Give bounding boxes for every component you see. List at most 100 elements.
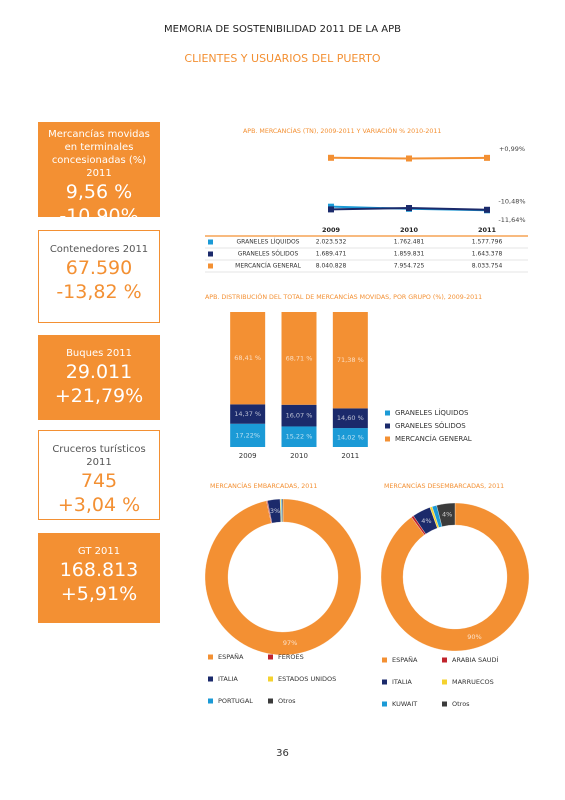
legend-label: Otros (452, 700, 470, 708)
bar-segment (281, 404, 317, 427)
legend-label: FEROES (278, 653, 304, 661)
chart-title: APB. MERCANCÍAS (TN), 2009-2011 Y VARIAC… (243, 126, 441, 135)
legend-label: GRANELES LÍQUIDOS (237, 239, 300, 246)
chart-title: MERCANCÍAS DESEMBARCADAS, 2011 (384, 481, 504, 490)
kpi-card: Mercancías movidas en terminales concesi… (38, 122, 160, 227)
legend-swatch (382, 679, 387, 685)
table-value: 2.023.532 (316, 239, 347, 246)
pie-slice (380, 502, 530, 652)
table-header: 2010 (400, 226, 419, 234)
table-value: 1.859.831 (394, 251, 425, 258)
bar-segment (281, 312, 317, 405)
point (328, 206, 334, 213)
x-tick-label: 2011 (341, 452, 359, 460)
kpi-title: Contenedores 2011 (49, 244, 149, 255)
legend-swatch (385, 423, 390, 429)
legend-label: ESTADOS UNIDOS (278, 675, 336, 683)
kpi-value: 67.590 (65, 257, 133, 279)
legend-label: PORTUGAL (218, 697, 253, 705)
legend-label: Otros (278, 697, 296, 705)
legend-label: GRANELES SÓLIDOS (238, 251, 299, 258)
table-value: 8.033.754 (472, 263, 503, 270)
legend-swatch (268, 698, 273, 704)
table-header: 2011 (478, 226, 497, 234)
legend-swatch (442, 679, 447, 685)
bar-segment (230, 423, 266, 447)
legend-swatch (208, 239, 213, 245)
kpi-change: +5,91% (60, 583, 138, 605)
legend-swatch (208, 676, 213, 682)
legend-swatch (208, 251, 213, 257)
kpi-value: 168.813 (59, 559, 139, 581)
kpi-value: 9,56 % (65, 181, 133, 203)
table-value: 1.762.481 (394, 239, 425, 246)
point (406, 205, 412, 212)
legend-swatch (382, 701, 387, 707)
bar-segment (332, 312, 368, 409)
legend-label: MERCANCÍA GENERAL (235, 263, 301, 270)
kpi-card: Contenedores 2011 67.590 -13,82 % (38, 230, 160, 323)
pie-slice (281, 498, 284, 523)
value-label: 3% (270, 507, 280, 515)
pie-slice (204, 498, 362, 656)
value-label: 14,60 % (337, 414, 364, 422)
value-label: 4% (421, 517, 431, 525)
point (484, 154, 490, 161)
point (406, 155, 412, 162)
value-label: 4% (442, 510, 452, 518)
legend-swatch (208, 654, 213, 660)
kpi-title: Buques 2011 (66, 348, 132, 359)
value-label: 68,41 % (234, 354, 261, 362)
legend-label: KUWAIT (392, 700, 417, 708)
value-label: 97% (283, 639, 297, 647)
chart-title: MERCANCÍAS EMBARCADAS, 2011 (210, 481, 317, 490)
legend-swatch (268, 654, 273, 660)
table-value: 8.040.828 (316, 263, 347, 270)
page-title: MEMORIA DE SOSTENIBILIDAD 2011 DE LA APB (164, 24, 401, 35)
legend-label: ESPAÑA (392, 655, 418, 664)
bar-segment (281, 426, 317, 447)
kpi-change: -13,82 % (56, 281, 142, 303)
bar-segment (230, 312, 266, 405)
value-label: 90% (467, 633, 481, 641)
legend-swatch (442, 701, 447, 707)
legend-label: ESPAÑA (218, 652, 244, 661)
kpi-title: GT 2011 (77, 546, 121, 557)
value-label: 17,22% (235, 431, 260, 439)
kpi-title: Mercancías movidas en terminales concesi… (48, 129, 150, 179)
kpi-change: -10,90% (59, 205, 139, 227)
x-tick-label: 2010 (290, 452, 308, 460)
chart-title: APB. DISTRIBUCIÓN DEL TOTAL DE MERCANCÍA… (205, 292, 482, 301)
kpi-card: GT 2011 168.813 +5,91% (38, 533, 160, 623)
kpi-change: +3,04 % (57, 494, 141, 516)
legend-label: ITALIA (218, 675, 238, 683)
legend-label: GRANELES LÍQUIDOS (395, 408, 469, 417)
table-value: 1.643.378 (472, 251, 503, 258)
value-label: 14,37 % (234, 410, 261, 418)
page-number: 36 (276, 748, 289, 759)
point (328, 154, 334, 161)
legend-swatch (382, 657, 387, 663)
value-label: 15,22 % (286, 433, 313, 441)
section-title: CLIENTES Y USUARIOS DEL PUERTO (184, 52, 381, 65)
variation-label: -11,64% (498, 216, 525, 224)
legend-swatch (208, 263, 213, 269)
legend-label: ITALIA (392, 678, 412, 686)
legend-label: ARABIA SAUDÍ (452, 655, 498, 664)
value-label: 68,71 % (286, 354, 313, 362)
table-value: 1.577.796 (472, 239, 503, 246)
kpi-value: 29.011 (65, 361, 133, 383)
kpi-value: 745 (80, 470, 118, 492)
x-tick-label: 2009 (239, 452, 257, 460)
point (484, 206, 490, 213)
legend-swatch (385, 436, 390, 442)
legend-label: GRANELES SÓLIDOS (395, 421, 466, 430)
legend-label: MERCANCÍA GENERAL (395, 434, 472, 443)
bar-segment (332, 408, 368, 429)
kpi-title: Cruceros turísticos 2011 (52, 444, 146, 468)
variation-label: -10,48% (498, 197, 525, 205)
value-label: 71,38 % (337, 356, 364, 364)
legend-swatch (442, 657, 447, 663)
